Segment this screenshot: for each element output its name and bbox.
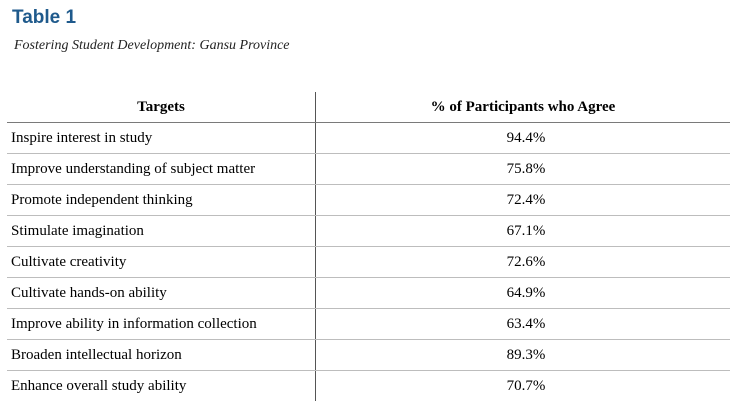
target-cell: Stimulate imagination (7, 215, 316, 247)
percent-cell: 72.4% (315, 184, 730, 216)
table-row: Promote independent thinking 72.4% (7, 184, 730, 216)
percent-cell: 63.4% (315, 308, 730, 340)
table-caption: Fostering Student Development: Gansu Pro… (14, 38, 290, 53)
column-header-percent: % of Participants who Agree (315, 92, 730, 123)
table-body: Inspire interest in study 94.4% Improve … (7, 122, 730, 401)
column-header-targets: Targets (7, 92, 316, 123)
table-row: Inspire interest in study 94.4% (7, 122, 730, 154)
header-row: Targets % of Participants who Agree (7, 92, 730, 123)
percent-cell: 64.9% (315, 277, 730, 309)
percent-cell: 75.8% (315, 153, 730, 185)
target-cell: Enhance overall study ability (7, 370, 316, 401)
target-cell: Improve ability in information collectio… (7, 308, 316, 340)
target-cell: Cultivate creativity (7, 246, 316, 278)
percent-cell: 67.1% (315, 215, 730, 247)
target-cell: Inspire interest in study (7, 122, 316, 154)
data-table: Targets % of Participants who Agree Insp… (7, 92, 730, 401)
percent-cell: 72.6% (315, 246, 730, 278)
target-cell: Promote independent thinking (7, 184, 316, 216)
table-row: Improve ability in information collectio… (7, 308, 730, 340)
table-row: Enhance overall study ability 70.7% (7, 370, 730, 401)
target-cell: Cultivate hands-on ability (7, 277, 316, 309)
percent-cell: 94.4% (315, 122, 730, 154)
table-header: Targets % of Participants who Agree (7, 92, 730, 123)
table-row: Broaden intellectual horizon 89.3% (7, 339, 730, 371)
target-cell: Improve understanding of subject matter (7, 153, 316, 185)
table-row: Cultivate creativity 72.6% (7, 246, 730, 278)
percent-cell: 89.3% (315, 339, 730, 371)
table-row: Cultivate hands-on ability 64.9% (7, 277, 730, 309)
table-row: Improve understanding of subject matter … (7, 153, 730, 185)
percent-cell: 70.7% (506, 378, 546, 394)
target-cell: Broaden intellectual horizon (7, 339, 316, 371)
table-label: Table 1 (12, 7, 77, 28)
table-row: Stimulate imagination 67.1% (7, 215, 730, 247)
